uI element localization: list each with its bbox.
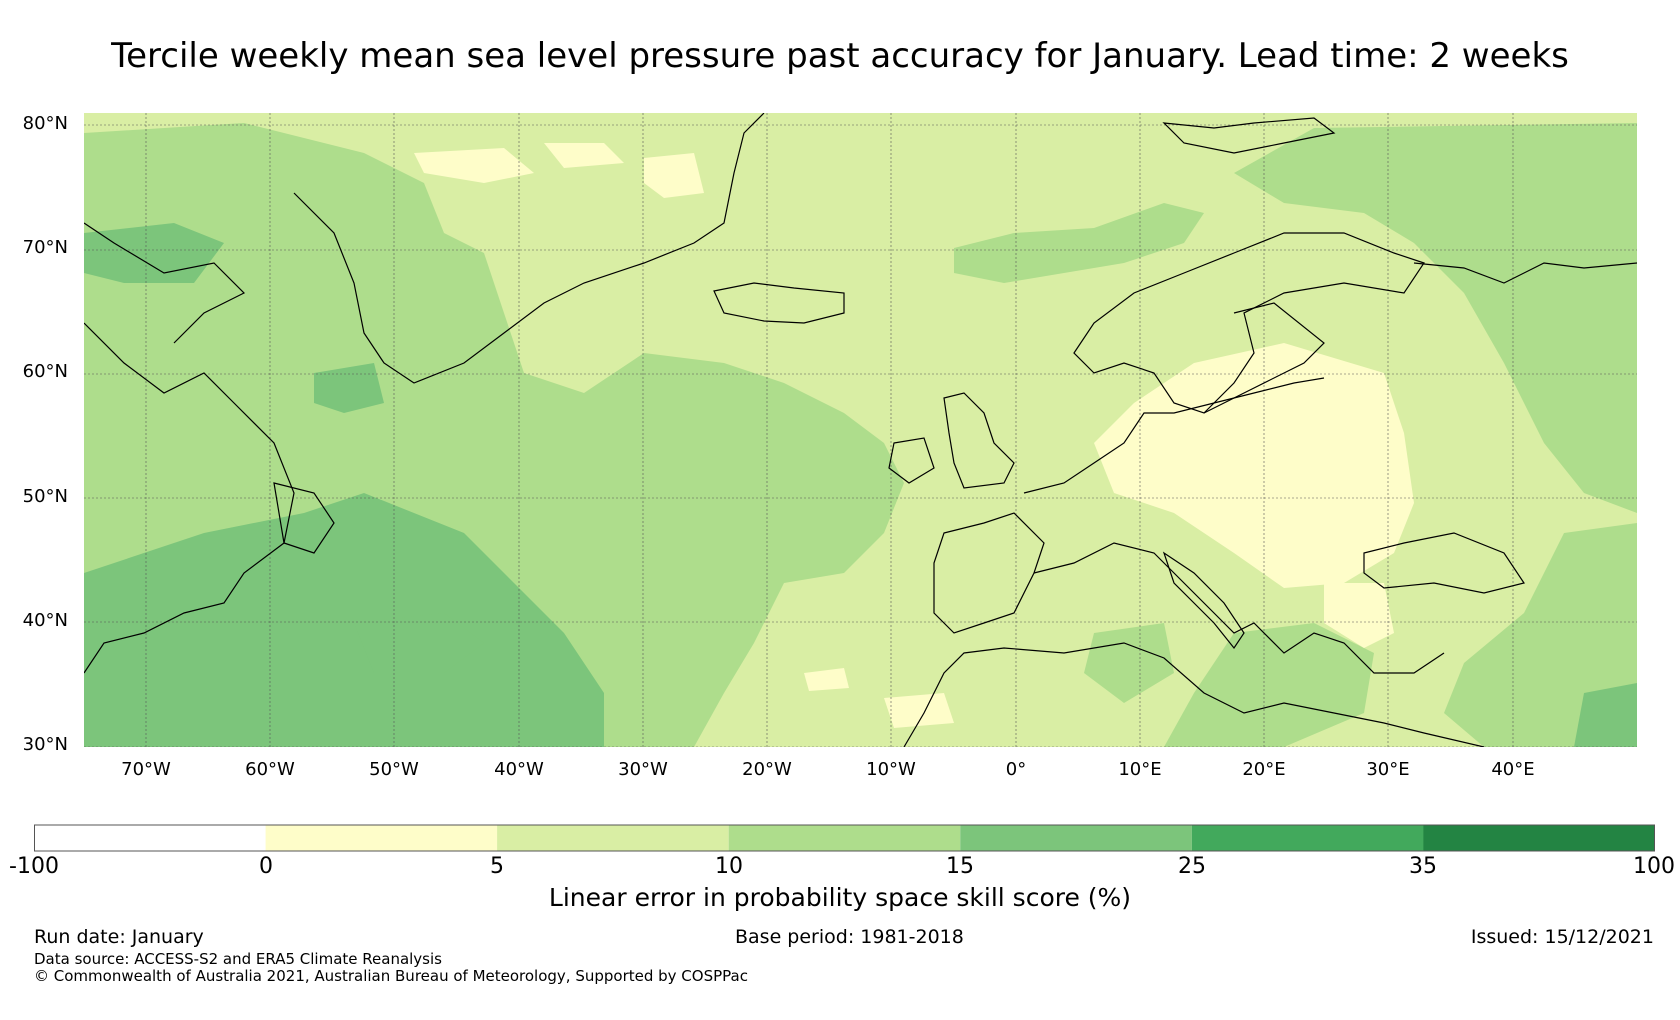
colorbar-tick-10: 10 (715, 854, 743, 879)
coast-newfoundland (273, 482, 335, 554)
colorbar-tick-0: 0 (259, 854, 273, 879)
coast-scandinavia (1073, 232, 1425, 414)
coast-iceland (713, 282, 845, 324)
lon-label-40e: 40°E (1491, 759, 1535, 780)
colorbar-segment-15-25 (960, 825, 1192, 851)
colorbar-segment-35-100 (1423, 825, 1655, 851)
lon-label-20e: 20°E (1242, 759, 1286, 780)
coast-labrador (84, 322, 295, 674)
colorbar-tick-5: 5 (490, 854, 504, 879)
coastlines (84, 113, 1637, 747)
lon-label-30e: 30°E (1366, 759, 1410, 780)
colorbar-label: Linear error in probability space skill … (548, 883, 1132, 912)
colorbar-segment-25-35 (1191, 825, 1424, 851)
base-period: Base period: 1981-2018 (735, 926, 964, 948)
colorbar (34, 824, 1655, 852)
coast-baffin (84, 222, 246, 344)
colorbar-segment-10-15 (728, 825, 961, 851)
coast-mediterranean (1033, 542, 1445, 674)
colorbar-outline (34, 824, 1655, 852)
lat-label-80n: 80°N (22, 113, 68, 134)
lon-label-50w: 50°W (369, 759, 419, 780)
lon-label-40w: 40°W (494, 759, 544, 780)
colorbar-segment-neg100-0 (34, 825, 266, 851)
lon-label-0: 0° (1005, 759, 1027, 780)
coast-iberia (933, 512, 1045, 634)
coast-svalbard (1162, 117, 1336, 154)
coast-italy (1162, 551, 1245, 650)
coast-russia-arctic (1413, 262, 1637, 284)
colorbar-tick-neg100: -100 (9, 854, 59, 879)
lon-label-30w: 30°W (618, 759, 668, 780)
copyright: © Commonwealth of Australia 2021, Austra… (34, 967, 748, 985)
map-title: Tercile weekly mean sea level pressure p… (111, 36, 1569, 76)
colorbar-tick-25: 25 (1178, 854, 1206, 879)
lat-label-60n: 60°N (22, 361, 68, 382)
skill-region-0-5 (414, 143, 1414, 728)
issued-date: Issued: 15/12/2021 (1470, 926, 1654, 948)
lat-label-70n: 70°N (22, 237, 68, 258)
colorbar-segment-5-10 (497, 825, 729, 851)
run-date: Run date: January (34, 926, 204, 948)
graticule (84, 113, 1637, 747)
lat-label-40n: 40°N (22, 610, 68, 631)
lon-label-10w: 10°W (866, 759, 916, 780)
skill-score-map (84, 113, 1637, 747)
lon-label-10e: 10°E (1118, 759, 1162, 780)
lon-label-70w: 70°W (121, 759, 171, 780)
data-source: Data source: ACCESS-S2 and ERA5 Climate … (34, 950, 442, 968)
lat-label-30n: 30°N (22, 734, 68, 755)
coast-baltic-finland (1203, 302, 1325, 414)
colorbar-tick-15: 15 (946, 854, 974, 879)
colorbar-tick-35: 35 (1409, 854, 1437, 879)
coast-black-sea (1363, 532, 1525, 594)
lon-label-60w: 60°W (245, 759, 295, 780)
coast-africa (903, 642, 1485, 747)
coast-greenland (293, 113, 765, 384)
colorbar-tick-100: 100 (1633, 854, 1675, 879)
colorbar-segment-0-5 (265, 825, 498, 851)
lon-label-20w: 20°W (742, 759, 792, 780)
lat-label-50n: 50°N (22, 486, 68, 507)
coast-ireland (888, 437, 935, 484)
coast-europe-north (1023, 377, 1325, 494)
coast-britain (943, 392, 1015, 489)
